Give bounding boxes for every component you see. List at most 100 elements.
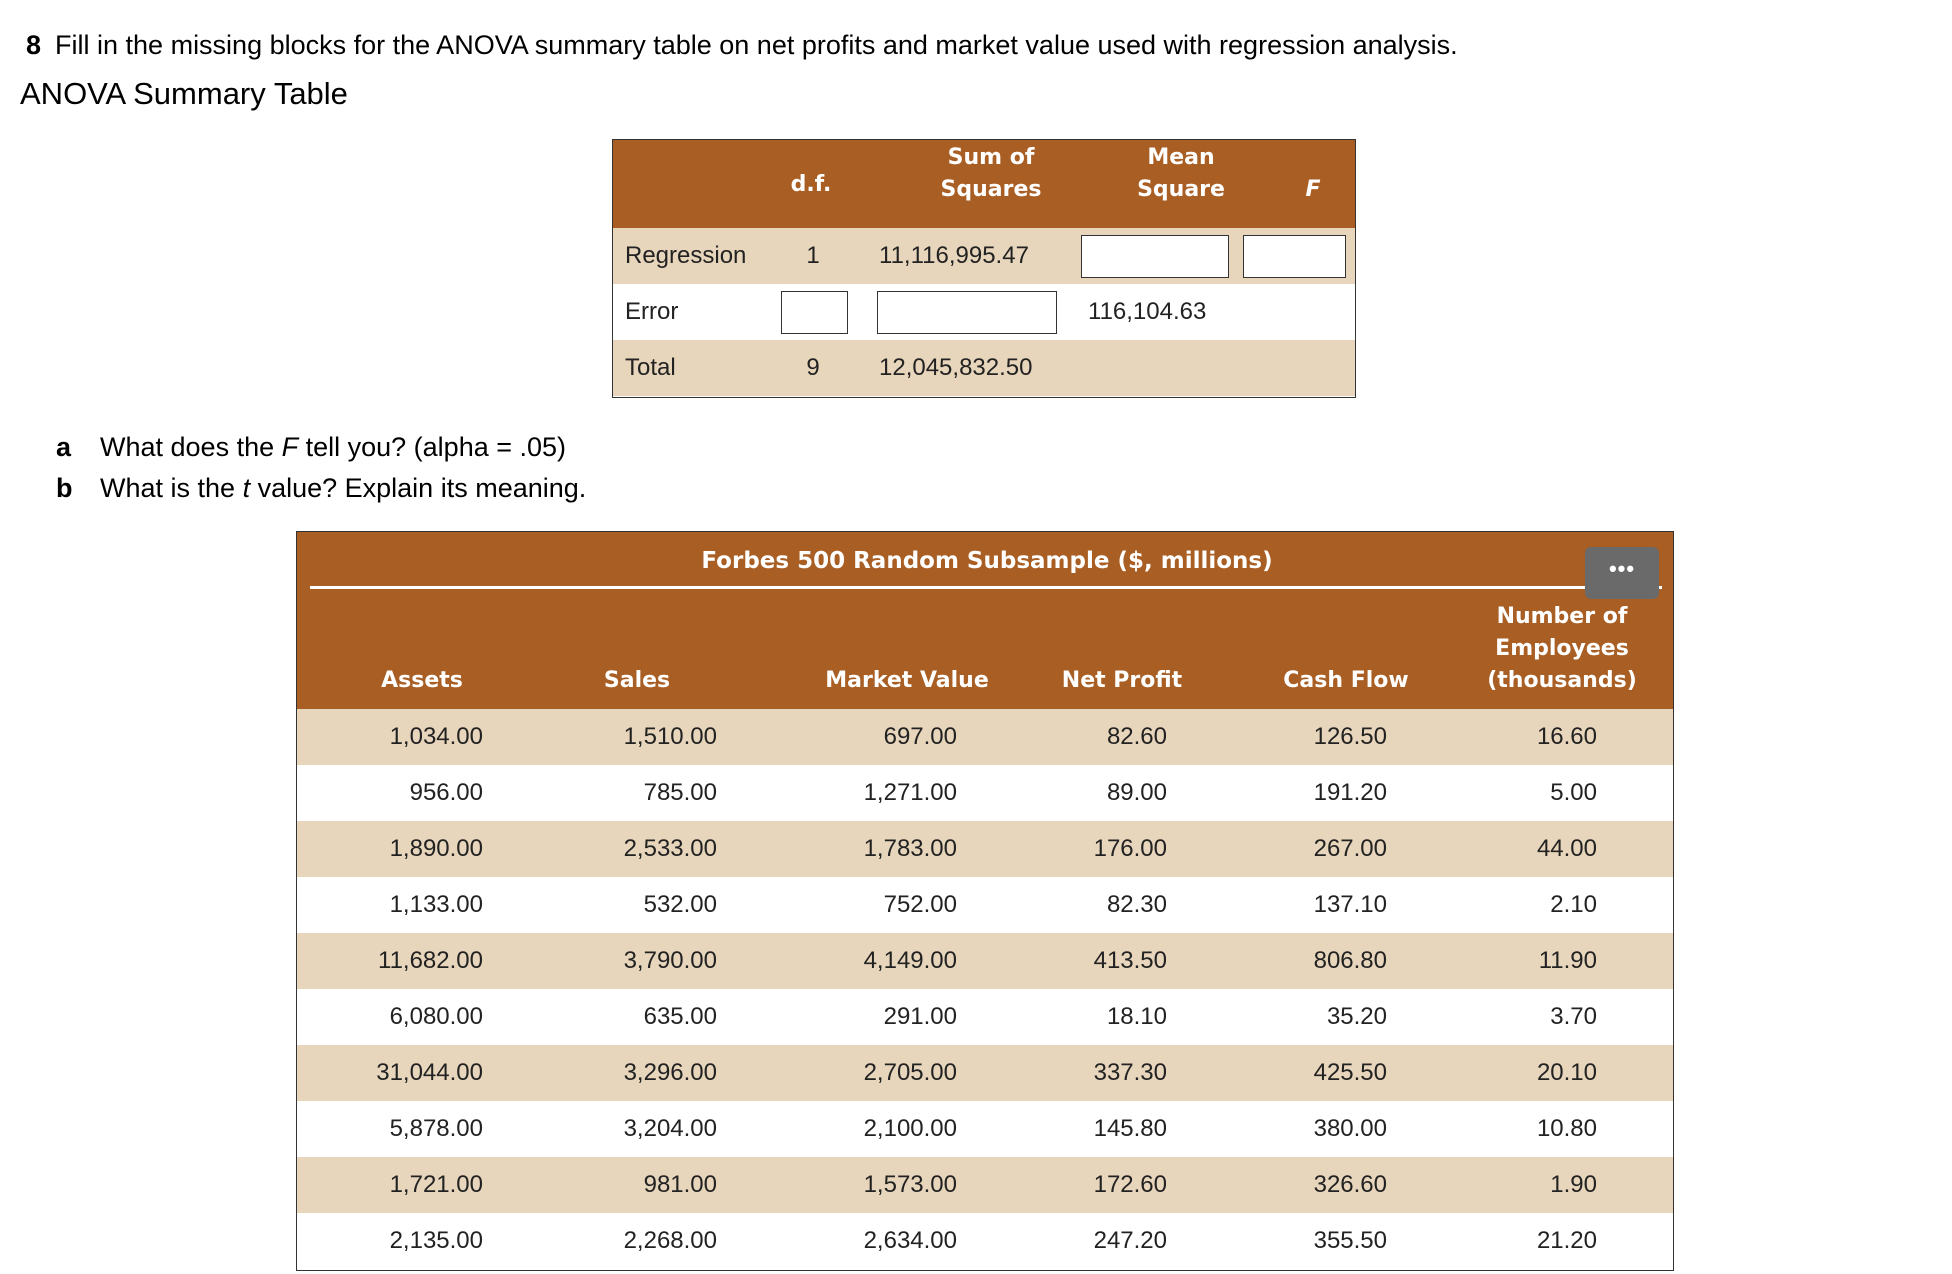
section-title: ANOVA Summary Table: [20, 76, 348, 111]
cell-cash-flow: 35.20: [1326, 1003, 1387, 1030]
cell-net-profit: 247.20: [1093, 1227, 1167, 1254]
anova-ss: 11,116,995.47: [879, 242, 1029, 269]
forbes-title: Forbes 500 Random Subsample ($, millions…: [701, 548, 1273, 574]
anova-source: Regression: [625, 242, 747, 269]
forbes-table: Forbes 500 Random Subsample ($, millions…: [296, 531, 1674, 1271]
cell-net-profit: 145.80: [1093, 1115, 1167, 1142]
cell-sales: 2,268.00: [623, 1227, 717, 1254]
cell-assets: 5,878.00: [389, 1115, 483, 1142]
anova-table: d.f. Sum of Squares Mean Square F Regres…: [612, 139, 1356, 398]
col-header-net-profit: Net Profit: [1061, 668, 1183, 693]
cell-employees: 11.90: [1538, 947, 1597, 974]
sub-question-italic: F: [281, 432, 299, 462]
cell-market-value: 752.00: [883, 891, 957, 918]
col-header-market-value: Market Value: [825, 668, 989, 693]
cell-net-profit: 176.00: [1093, 835, 1167, 862]
cell-market-value: 2,100.00: [863, 1115, 957, 1142]
cell-cash-flow: 380.00: [1313, 1115, 1387, 1142]
sub-question-letter: a: [56, 432, 72, 462]
anova-ms: 116,104.63: [1088, 298, 1207, 325]
cell-assets: 6,080.00: [389, 1003, 483, 1030]
anova-header-ms-line2: Square: [1137, 177, 1225, 202]
question-number: 8: [26, 30, 42, 60]
cell-employees: 1.90: [1550, 1171, 1597, 1198]
cell-sales: 2,533.00: [623, 835, 717, 862]
cell-net-profit: 413.50: [1093, 947, 1167, 974]
cell-market-value: 2,634.00: [863, 1227, 957, 1254]
cell-cash-flow: 267.00: [1313, 835, 1387, 862]
more-options-button[interactable]: •••: [1585, 547, 1659, 599]
header-divider: [310, 586, 1662, 589]
question-body: Fill in the missing blocks for the ANOVA…: [55, 30, 1458, 60]
cell-employees: 2.10: [1550, 891, 1597, 918]
cell-assets: 956.00: [409, 779, 483, 806]
cell-cash-flow: 126.50: [1313, 723, 1387, 750]
cell-assets: 31,044.00: [376, 1059, 483, 1086]
cell-employees: 3.70: [1550, 1003, 1597, 1030]
cell-market-value: 697.00: [883, 723, 957, 750]
cell-net-profit: 172.60: [1093, 1171, 1167, 1198]
anova-row-regression: Regression 1 11,116,995.47: [613, 228, 1355, 284]
cell-market-value: 291.00: [883, 1003, 957, 1030]
sub-question-a: a What does the F tell you? (alpha = .05): [56, 430, 566, 464]
cell-net-profit: 82.30: [1106, 891, 1167, 918]
anova-blank-f-regression[interactable]: [1243, 235, 1346, 278]
anova-df: 1: [806, 242, 820, 269]
col-header-employees-line3: (thousands): [1487, 668, 1637, 693]
col-header-cash-flow: Cash Flow: [1283, 668, 1409, 693]
col-header-sales: Sales: [603, 668, 671, 693]
cell-sales: 3,790.00: [623, 947, 717, 974]
col-header-assets: Assets: [381, 668, 463, 693]
cell-market-value: 1,573.00: [863, 1171, 957, 1198]
anova-header-ss-line1: Sum of: [947, 145, 1035, 170]
anova-blank-ss-error[interactable]: [877, 291, 1057, 334]
anova-header: d.f. Sum of Squares Mean Square F: [613, 140, 1355, 228]
cell-employees: 44.00: [1536, 835, 1597, 862]
cell-sales: 981.00: [643, 1171, 717, 1198]
col-header-employees-line2: Employees: [1495, 636, 1629, 661]
cell-employees: 20.10: [1536, 1059, 1597, 1086]
cell-sales: 3,204.00: [623, 1115, 717, 1142]
cell-net-profit: 18.10: [1106, 1003, 1167, 1030]
cell-net-profit: 82.60: [1106, 723, 1167, 750]
cell-cash-flow: 326.60: [1313, 1171, 1387, 1198]
anova-header-ss-line2: Squares: [940, 177, 1042, 202]
table-row: 5,878.00 3,204.00 2,100.00 145.80 380.00 10.8…: [297, 1101, 1673, 1157]
cell-sales: 635.00: [643, 1003, 717, 1030]
table-row: 956.00 785.00 1,271.00 89.00 191.20 5.00: [297, 765, 1673, 821]
cell-cash-flow: 137.10: [1313, 891, 1387, 918]
sub-question-text: What does the: [100, 432, 282, 462]
cell-assets: 1,133.00: [389, 891, 483, 918]
cell-market-value: 2,705.00: [863, 1059, 957, 1086]
table-row: 1,890.00 2,533.00 1,783.00 176.00 267.00 44.0…: [297, 821, 1673, 877]
forbes-header: Forbes 500 Random Subsample ($, millions…: [297, 532, 1673, 709]
anova-df: 9: [806, 354, 820, 381]
cell-employees: 16.60: [1536, 723, 1597, 750]
sub-question-text: value? Explain its meaning.: [250, 473, 587, 503]
cell-assets: 11,682.00: [378, 947, 483, 974]
cell-employees: 10.80: [1536, 1115, 1597, 1142]
anova-blank-ms-regression[interactable]: [1081, 235, 1229, 278]
cell-sales: 532.00: [643, 891, 717, 918]
sub-question-text: What is the: [100, 473, 243, 503]
cell-employees: 21.20: [1536, 1227, 1597, 1254]
cell-cash-flow: 425.50: [1313, 1059, 1387, 1086]
cell-assets: 1,034.00: [389, 723, 483, 750]
table-row: 6,080.00 635.00 291.00 18.10 35.20 3.70: [297, 989, 1673, 1045]
cell-cash-flow: 191.20: [1313, 779, 1387, 806]
cell-sales: 785.00: [643, 779, 717, 806]
cell-market-value: 1,783.00: [863, 835, 957, 862]
sub-question-italic: t: [242, 473, 251, 503]
anova-source: Total: [625, 354, 676, 381]
anova-header-df: d.f.: [790, 172, 832, 197]
anova-blank-df-error[interactable]: [781, 291, 848, 334]
cell-net-profit: 89.00: [1106, 779, 1167, 806]
anova-row-total: Total 9 12,045,832.50: [613, 340, 1355, 396]
table-row: 1,133.00 532.00 752.00 82.30 137.10 2.10: [297, 877, 1673, 933]
cell-market-value: 1,271.00: [863, 779, 957, 806]
anova-ss: 12,045,832.50: [879, 354, 1033, 381]
sub-question-letter: b: [56, 473, 73, 503]
cell-sales: 3,296.00: [623, 1059, 717, 1086]
cell-cash-flow: 355.50: [1313, 1227, 1387, 1254]
cell-assets: 2,135.00: [389, 1227, 483, 1254]
